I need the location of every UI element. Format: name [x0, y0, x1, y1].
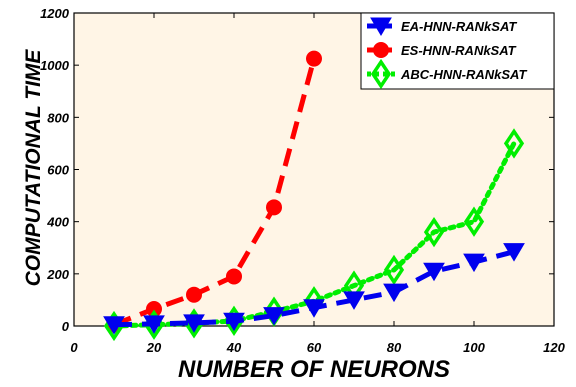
y-tick-label: 800: [47, 110, 69, 125]
data-point: [383, 254, 405, 286]
legend-item: ES-HNN-RANkSAT: [367, 42, 517, 58]
data-point: [503, 128, 525, 159]
data-point: [266, 199, 282, 216]
data-point: [303, 299, 325, 318]
x-tick-label: 100: [463, 340, 485, 355]
data-point: [423, 216, 445, 248]
legend-item: EA-HNN-RANkSAT: [367, 17, 517, 36]
legend-label: EA-HNN-RANkSAT: [401, 19, 517, 34]
x-tick-label: 0: [70, 340, 78, 355]
data-point: [463, 253, 485, 273]
data-point: [143, 315, 165, 334]
data-point: [226, 268, 242, 285]
legend-item: ABC-HNN-RANkSAT: [367, 58, 527, 90]
x-tick-label: 120: [543, 340, 565, 355]
x-tick-label: 40: [226, 340, 242, 355]
data-point: [423, 262, 445, 282]
x-tick-label: 20: [146, 340, 162, 355]
x-tick-label: 60: [307, 340, 322, 355]
legend-marker: [370, 17, 392, 36]
y-axis-title: COMPUTATIONAL TIME: [22, 49, 45, 287]
y-tick-label: 400: [46, 215, 69, 230]
y-tick-label: 1000: [40, 58, 70, 73]
y-tick-label: 0: [62, 319, 70, 334]
data-point: [263, 307, 285, 326]
y-tick-label: 200: [46, 267, 69, 282]
legend-label: ABC-HNN-RANkSAT: [400, 67, 527, 82]
data-point: [223, 312, 245, 332]
series-layer: [103, 50, 525, 342]
x-axis-title: NUMBER OF NEURONS: [178, 356, 450, 383]
data-point: [503, 243, 525, 262]
data-point: [186, 286, 202, 303]
data-point: [103, 316, 125, 335]
series-ea-hnn-ranksat: [103, 243, 525, 335]
legend-marker: [370, 58, 392, 90]
y-tick-label: 600: [47, 163, 69, 178]
legend: EA-HNN-RANkSAT ES-HNN-RANkSAT ABC-HNN-RANk…: [360, 12, 555, 90]
legend-marker: [373, 42, 389, 58]
data-point: [463, 206, 485, 237]
data-point: [183, 314, 205, 333]
data-point: [343, 291, 365, 310]
data-point: [383, 283, 405, 303]
x-tick-label: 80: [387, 340, 402, 355]
legend-label: ES-HNN-RANkSAT: [401, 43, 517, 58]
y-tick-label: 1200: [40, 6, 70, 21]
series-es-hnn-ranksat: [106, 50, 322, 333]
data-point: [306, 50, 322, 67]
